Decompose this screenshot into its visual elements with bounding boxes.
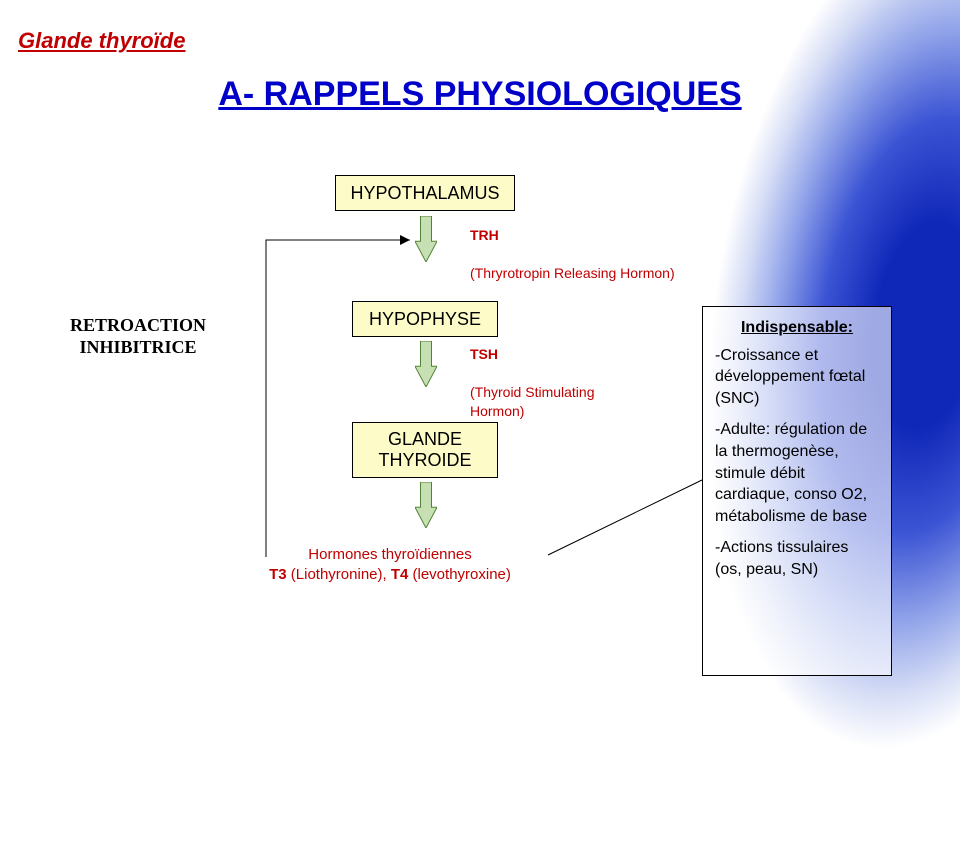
label-trh: TRH (Thryrotropin Releasing Hormon) <box>470 226 700 283</box>
node-glande-thyroide: GLANDETHYROIDE <box>352 422 498 478</box>
label-tsh: TSH (Thyroid Stimulating Hormon) <box>470 345 640 421</box>
node-hypophyse: HYPOPHYSE <box>352 301 498 337</box>
hormone-sub: (Thryrotropin Releasing Hormon) <box>470 265 675 281</box>
node-hypothalamus: HYPOTHALAMUS <box>335 175 515 211</box>
infobox-item: -Adulte: régulation de la thermogenèse, … <box>715 419 879 527</box>
infobox-indispensable: Indispensable: -Croissance et développem… <box>702 306 892 676</box>
hormone-name: TSH <box>470 346 498 362</box>
hormone-name: TRH <box>470 227 499 243</box>
infobox-item: -Croissance et développement fœtal (SNC) <box>715 345 879 410</box>
arrow-down-icon <box>415 341 437 392</box>
label-hormones-output: Hormones thyroïdiennes T3 (Liothyronine)… <box>230 545 550 586</box>
infobox-title: Indispensable: <box>715 317 879 339</box>
infobox-item: -Actions tissulaires (os, peau, SN) <box>715 537 879 580</box>
arrow-down-icon <box>415 216 437 267</box>
page-title: A- RAPPELS PHYSIOLOGIQUES <box>0 75 960 114</box>
arrow-down-icon <box>415 482 437 533</box>
label-retroaction: RETROACTION INHIBITRICE <box>70 315 206 358</box>
hormone-sub: (Thyroid Stimulating Hormon) <box>470 384 595 419</box>
section-header: Glande thyroïde <box>18 28 185 54</box>
